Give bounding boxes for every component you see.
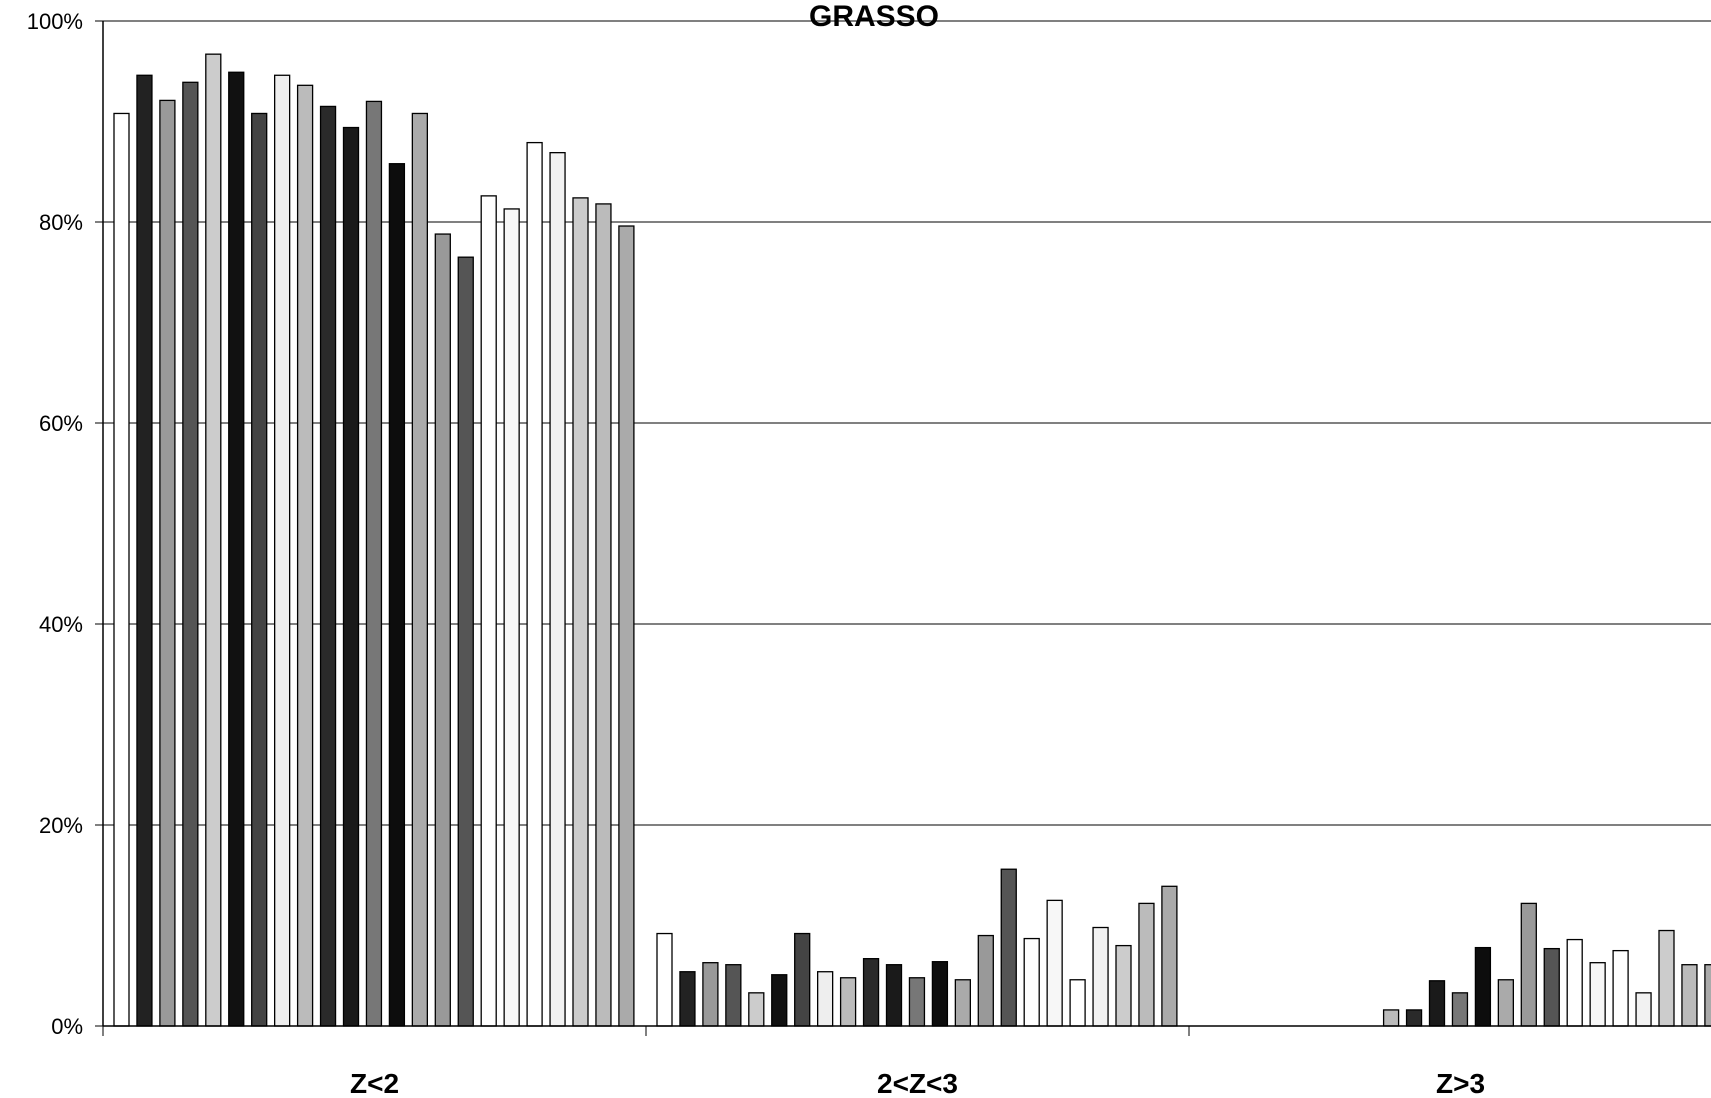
- bar: [434, 233, 451, 1027]
- bar: [1566, 938, 1583, 1027]
- bar: [1635, 992, 1652, 1027]
- bar: [457, 256, 474, 1027]
- bar: [817, 971, 834, 1027]
- bar: [228, 71, 245, 1027]
- y-tick-label: 40%: [39, 612, 83, 637]
- bar: [748, 992, 765, 1027]
- y-tick-label: 60%: [39, 411, 83, 436]
- bar: [572, 197, 589, 1027]
- bar: [1115, 944, 1132, 1027]
- bar: [1428, 980, 1446, 1027]
- bar: [679, 971, 696, 1027]
- bar: [342, 126, 360, 1027]
- bar: [159, 99, 176, 1027]
- y-tick-label: 100%: [27, 9, 83, 34]
- bar: [1681, 964, 1698, 1027]
- bar: [702, 962, 719, 1027]
- bar: [1069, 979, 1086, 1027]
- bar: [862, 958, 880, 1027]
- bar: [1543, 947, 1560, 1027]
- bar: [1382, 1009, 1400, 1027]
- chart-title: GRASSO: [809, 0, 939, 33]
- bar: [251, 112, 268, 1027]
- bar: [1092, 926, 1109, 1027]
- y-tick-label: 0%: [51, 1014, 83, 1039]
- bar: [319, 105, 337, 1027]
- bar: [480, 195, 497, 1027]
- bar: [365, 100, 383, 1027]
- bar: [273, 74, 291, 1027]
- y-tick-label: 80%: [39, 210, 83, 235]
- bar: [1658, 929, 1675, 1027]
- bar: [1474, 946, 1492, 1027]
- bar: [1161, 885, 1178, 1027]
- bar: [205, 53, 222, 1027]
- bar: [296, 84, 314, 1027]
- bar: [182, 81, 199, 1027]
- bar: [503, 208, 520, 1027]
- bar: [885, 964, 903, 1027]
- bar: [1000, 868, 1017, 1027]
- bar: [1046, 899, 1063, 1027]
- bar: [1497, 979, 1514, 1027]
- bars: [113, 53, 1711, 1027]
- bar: [977, 934, 994, 1027]
- axes: [95, 20, 1711, 1036]
- bar: [1520, 902, 1537, 1027]
- bar: [388, 163, 406, 1027]
- bar: [1589, 962, 1606, 1027]
- labels: 0% 20% 40% 60% 80% 100% Z<2 2<Z<3 Z>3: [27, 9, 1485, 1098]
- bar: [411, 112, 429, 1027]
- bar: [1612, 949, 1629, 1027]
- bar: [526, 141, 543, 1027]
- bar: [1451, 992, 1469, 1027]
- bar: [549, 152, 566, 1027]
- x-category-label: Z<2: [350, 1068, 399, 1098]
- bar: [656, 932, 673, 1027]
- bar: [908, 977, 926, 1027]
- bar: [1704, 964, 1711, 1027]
- bar: [1405, 1009, 1423, 1027]
- x-category-label: Z>3: [1436, 1068, 1485, 1098]
- bar: [113, 112, 130, 1027]
- bar: [771, 974, 788, 1027]
- bar: [1023, 937, 1040, 1027]
- x-category-label: 2<Z<3: [877, 1068, 958, 1098]
- bar: [794, 932, 811, 1027]
- bar: [136, 74, 153, 1027]
- bar: [595, 203, 612, 1027]
- bar: [618, 225, 635, 1027]
- bar: [1138, 902, 1155, 1027]
- bar: [725, 964, 742, 1027]
- bar: [839, 977, 857, 1027]
- bar: [931, 961, 949, 1027]
- bar: [954, 979, 971, 1027]
- y-tick-label: 20%: [39, 813, 83, 838]
